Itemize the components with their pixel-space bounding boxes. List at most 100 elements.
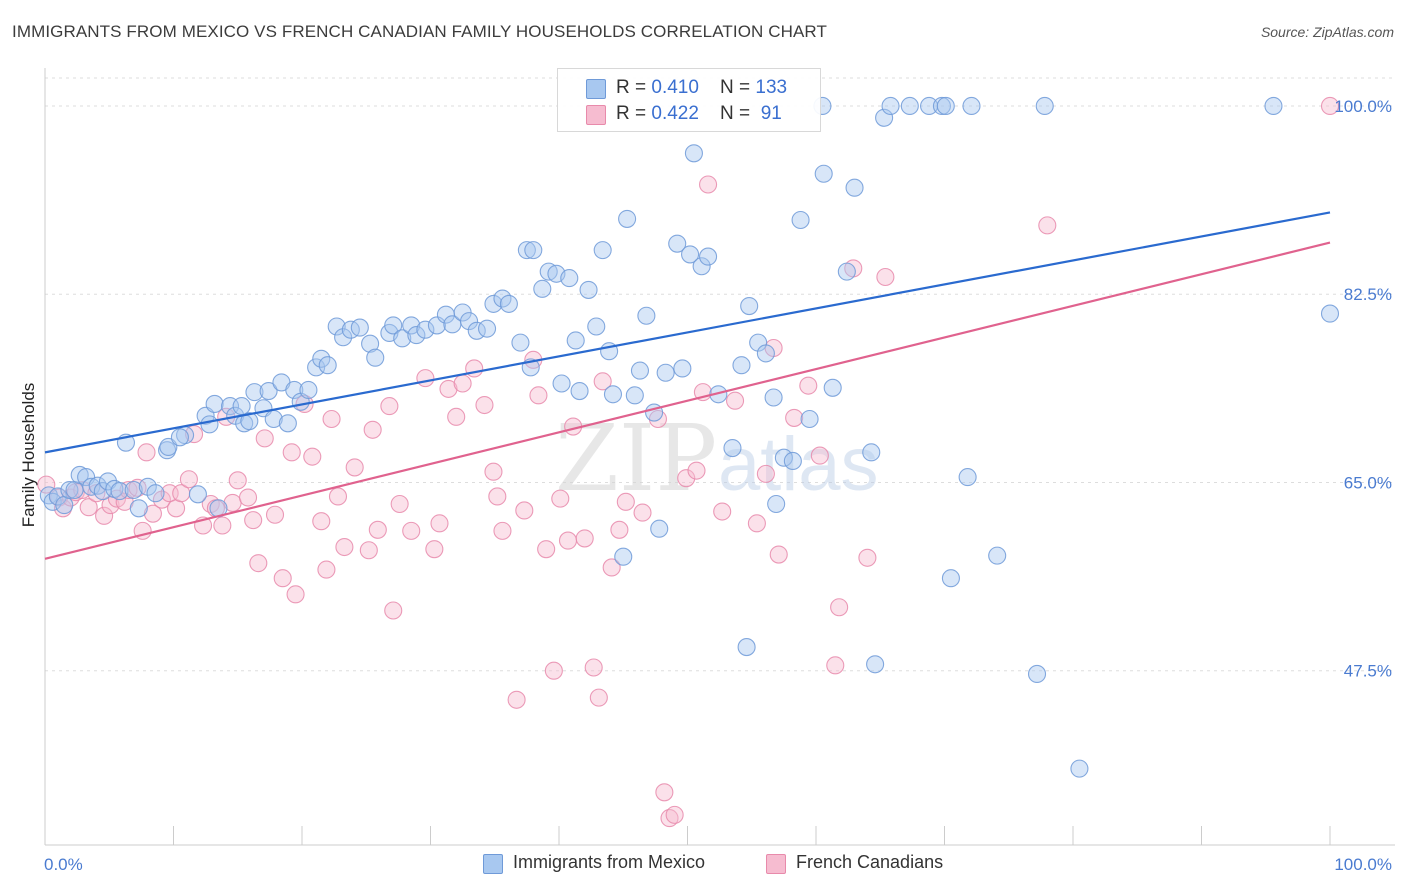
point-mexico <box>988 546 1007 565</box>
point-mexico <box>668 234 687 253</box>
point-mexico <box>55 496 74 515</box>
point-mexico <box>366 348 385 367</box>
point-mexico <box>800 409 819 429</box>
point-mexico <box>1027 664 1047 684</box>
point-mexico <box>958 468 977 487</box>
point-mexico <box>98 472 118 491</box>
point-mexico <box>684 144 703 163</box>
point-mexico <box>756 344 775 363</box>
point-mexico <box>962 96 981 116</box>
point-french <box>488 487 507 506</box>
point-french <box>537 540 556 559</box>
legend-r-value: 0.422 <box>651 103 699 124</box>
point-mexico <box>732 356 751 375</box>
point-mexico <box>692 257 711 276</box>
point-mexico <box>1070 759 1089 778</box>
legend-n-value: 133 <box>755 77 788 98</box>
point-mexico <box>318 356 337 375</box>
axes <box>44 68 1395 846</box>
point-mexico <box>845 178 864 197</box>
legend-r-label: R = <box>616 77 652 98</box>
x-tick-label: 0.0% <box>44 855 83 874</box>
point-mexico <box>783 451 802 471</box>
point-french <box>713 502 732 521</box>
point-french <box>402 521 421 540</box>
point-mexico <box>767 494 786 514</box>
point-french <box>769 545 788 564</box>
y-tick-label: 100.0% <box>1334 97 1392 116</box>
point-french <box>493 521 512 540</box>
point-mexico <box>327 317 346 336</box>
legend-n-label: N = <box>720 103 756 124</box>
point-mexico <box>129 499 148 518</box>
watermark-atlas: atlas <box>718 422 879 507</box>
point-french <box>137 443 156 462</box>
point-mexico <box>570 381 589 401</box>
point-french <box>244 511 263 530</box>
point-french <box>799 376 818 395</box>
point-mexico <box>614 547 633 566</box>
series-label-mexico: Immigrants from Mexico <box>513 852 706 872</box>
point-french <box>610 520 629 539</box>
y-tick-label: 65.0% <box>1344 473 1392 492</box>
series-label-french: French Canadians <box>796 852 944 872</box>
point-mexico <box>459 312 479 331</box>
point-mexico <box>60 480 79 500</box>
point-french <box>558 531 578 550</box>
trend-line-french <box>44 241 1331 560</box>
point-mexico <box>361 334 380 353</box>
point-mexico <box>511 333 530 352</box>
point-mexico <box>477 319 497 338</box>
point-french <box>515 501 534 520</box>
point-french <box>876 267 895 287</box>
chart-title: IMMIGRANTS FROM MEXICO VS FRENCH CANADIA… <box>12 22 827 41</box>
point-french <box>660 809 679 828</box>
point-french <box>368 520 387 539</box>
point-mexico <box>866 655 885 674</box>
point-mexico <box>350 318 369 337</box>
legend-r-value: 0.410 <box>651 77 699 98</box>
point-french <box>380 397 399 416</box>
point-mexico <box>484 294 503 313</box>
point-mexico <box>533 279 552 298</box>
point-french <box>282 443 301 462</box>
point-mexico <box>875 108 894 127</box>
point-french <box>484 462 503 481</box>
point-french <box>286 585 305 604</box>
correlation-legend: R = 0.410 N = 133 R = 0.422 N = 91 <box>557 68 821 132</box>
point-mexico <box>170 428 189 447</box>
point-french <box>249 554 268 573</box>
point-french <box>312 512 331 531</box>
point-mexico <box>932 96 951 116</box>
y-tick-label: 82.5% <box>1344 285 1392 304</box>
point-french <box>830 598 849 617</box>
point-mexico <box>402 316 421 335</box>
point-french <box>826 656 845 675</box>
point-mexico <box>124 480 143 500</box>
source-label: Source: ZipAtlas.com <box>1260 24 1394 40</box>
point-mexico <box>941 569 960 588</box>
point-mexico <box>900 96 919 116</box>
x-tick-label: 100.0% <box>1334 855 1392 874</box>
point-mexico <box>416 320 435 339</box>
point-mexico <box>307 358 326 377</box>
point-french <box>677 469 696 488</box>
point-mexico <box>740 297 759 316</box>
point-french <box>179 470 198 489</box>
point-mexico <box>517 241 536 260</box>
point-french <box>665 805 684 824</box>
point-french <box>785 408 804 427</box>
point-french <box>416 369 435 388</box>
point-french <box>1038 216 1057 235</box>
point-french <box>602 558 621 577</box>
point-french <box>593 372 612 391</box>
point-mexico <box>681 245 700 264</box>
legend-r-label: R = <box>616 103 652 124</box>
point-mexico <box>552 374 571 393</box>
point-french <box>345 458 364 477</box>
legend-text-french: R = 0.422 N = 91 <box>616 103 782 125</box>
point-french <box>1320 96 1340 116</box>
point-mexico <box>188 485 207 504</box>
point-french <box>575 529 594 548</box>
point-mexico <box>823 378 842 397</box>
